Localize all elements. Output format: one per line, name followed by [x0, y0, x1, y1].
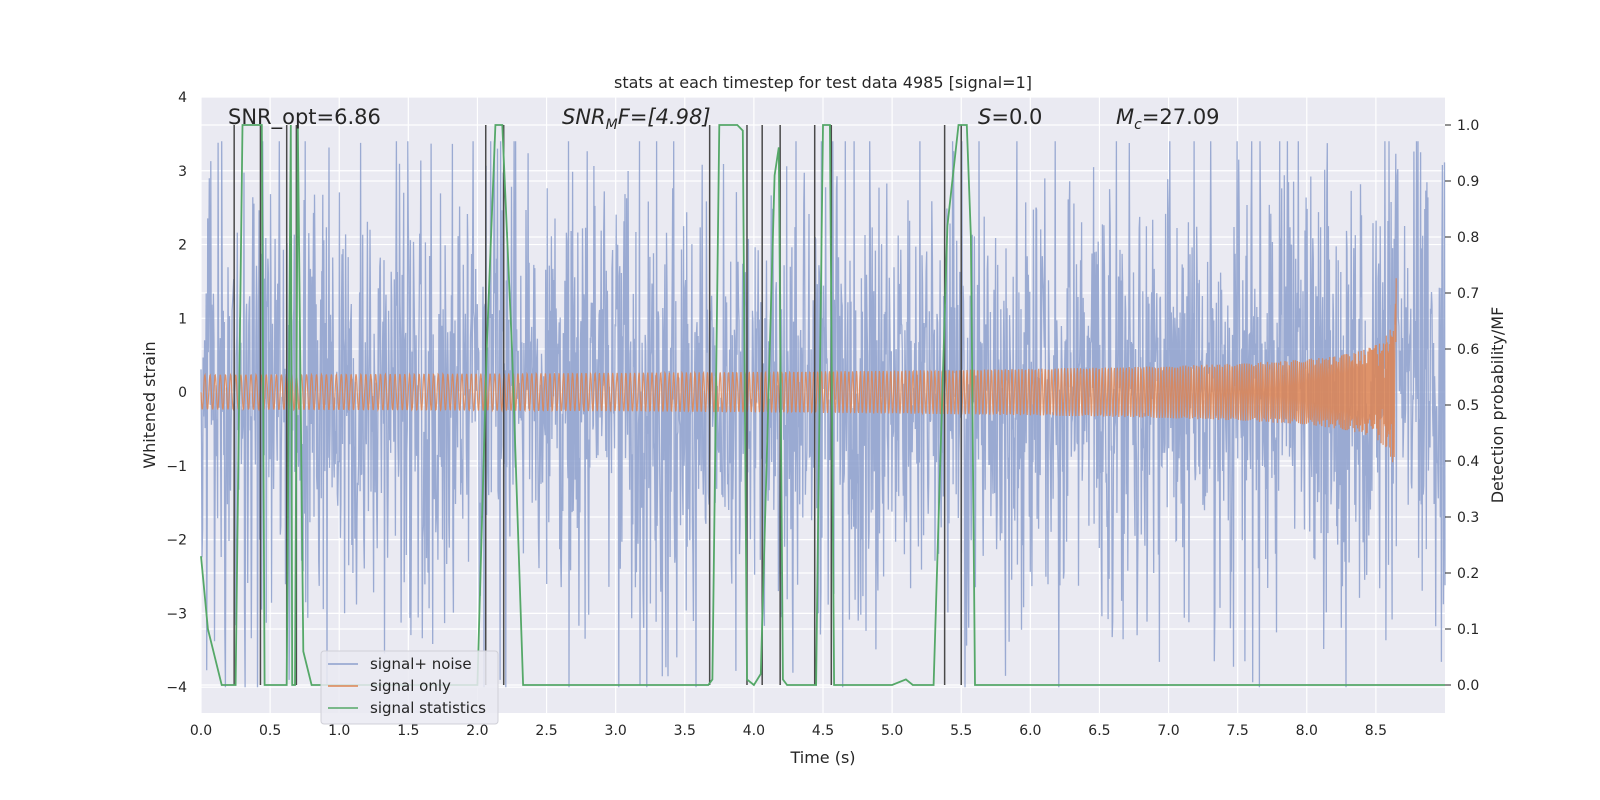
right-y-tick-label: 0.3 [1457, 510, 1479, 526]
left-y-axis-ticks: 4 3 2 1 0 −1 −2 −3 −4 [166, 90, 187, 696]
x-axis-label: Time (s) [789, 748, 855, 767]
s-main: S [978, 105, 991, 129]
left-y-tick-label: 2 [178, 238, 187, 254]
signal-statistics-line [200, 124, 1445, 687]
x-tick-label: 8.0 [1296, 723, 1318, 739]
x-tick-label: 0.0 [190, 723, 212, 739]
legend-label-signal-statistics: signal statistics [370, 699, 486, 717]
right-y-tick-label: 0.7 [1457, 286, 1479, 302]
mc-main: M [1116, 105, 1134, 129]
left-y-tick-label: 0 [178, 385, 187, 401]
right-y-tick-label: 1.0 [1457, 118, 1479, 134]
x-tick-label: 2.0 [466, 723, 488, 739]
x-tick-label: 7.5 [1227, 723, 1249, 739]
right-y-tick-label: 0.5 [1457, 398, 1479, 414]
right-y-tick-label: 0.0 [1457, 678, 1479, 694]
annotation-mc: Mc=27.09 [1116, 105, 1220, 133]
x-tick-label: 1.5 [397, 723, 419, 739]
x-tick-label: 7.0 [1157, 723, 1179, 739]
left-y-tick-label: −3 [166, 606, 187, 622]
left-y-tick-label: −2 [166, 533, 187, 549]
legend-box [320, 650, 499, 725]
s-rest: =0.0 [991, 105, 1042, 129]
annotation-snr-mf: SNRMF=[4.98] [562, 105, 711, 133]
right-y-tick-label: 0.6 [1457, 342, 1479, 358]
legend: signal+ noise signal only signal statist… [320, 650, 499, 725]
right-y-axis-label: Detection probability/MF [1488, 307, 1507, 504]
signal-statistics-series [200, 124, 1445, 687]
signal-only-series [200, 278, 1397, 463]
snr-mf-main: SNR [562, 105, 606, 129]
signal-only-line [200, 278, 1397, 463]
x-tick-label: 5.5 [950, 723, 972, 739]
right-y-tick-label: 0.9 [1457, 174, 1479, 190]
right-y-tick-label: 0.4 [1457, 454, 1479, 470]
x-tick-label: 4.0 [743, 723, 765, 739]
x-tick-label: 2.5 [535, 723, 557, 739]
legend-label-signal-noise: signal+ noise [370, 655, 472, 673]
x-tick-label: 0.5 [259, 723, 281, 739]
x-tick-label: 8.5 [1365, 723, 1387, 739]
x-tick-label: 3.5 [674, 723, 696, 739]
x-axis-ticks: 0.0 0.5 1.0 1.5 2.0 2.5 3.0 3.5 4.0 4.5 5.0 5.5 6.0 6… [190, 723, 1387, 739]
annotation-snr-opt: SNR_opt=6.86 [228, 105, 381, 130]
x-tick-label: 5.0 [881, 723, 903, 739]
left-y-tick-label: 4 [178, 90, 187, 106]
right-y-axis-ticks: 1.0 0.9 0.8 0.7 0.6 0.5 0.4 0.3 0.2 0.1 0.0 [1445, 118, 1479, 694]
left-y-axis-label: Whitened strain [140, 341, 159, 468]
left-y-tick-label: −4 [166, 680, 187, 696]
right-y-tick-label: 0.2 [1457, 566, 1479, 582]
snr-mf-rest: F=[4.98] [618, 105, 711, 129]
x-tick-label: 3.0 [605, 723, 627, 739]
snr-mf-sub: M [606, 117, 618, 133]
x-tick-label: 4.5 [812, 723, 834, 739]
left-y-tick-label: 3 [178, 164, 187, 180]
left-y-tick-label: 1 [178, 311, 187, 327]
right-y-tick-label: 0.8 [1457, 230, 1479, 246]
mc-sub: c [1134, 117, 1142, 133]
mc-rest: =27.09 [1142, 105, 1220, 129]
annotation-s: S=0.0 [978, 105, 1042, 129]
right-y-tick-label: 0.1 [1457, 622, 1479, 638]
x-tick-label: 6.5 [1088, 723, 1110, 739]
left-y-tick-label: −1 [166, 459, 187, 475]
chart-title: stats at each timestep for test data 498… [614, 73, 1032, 92]
x-tick-label: 1.0 [328, 723, 350, 739]
x-tick-label: 6.0 [1019, 723, 1041, 739]
legend-label-signal-only: signal only [370, 677, 451, 695]
